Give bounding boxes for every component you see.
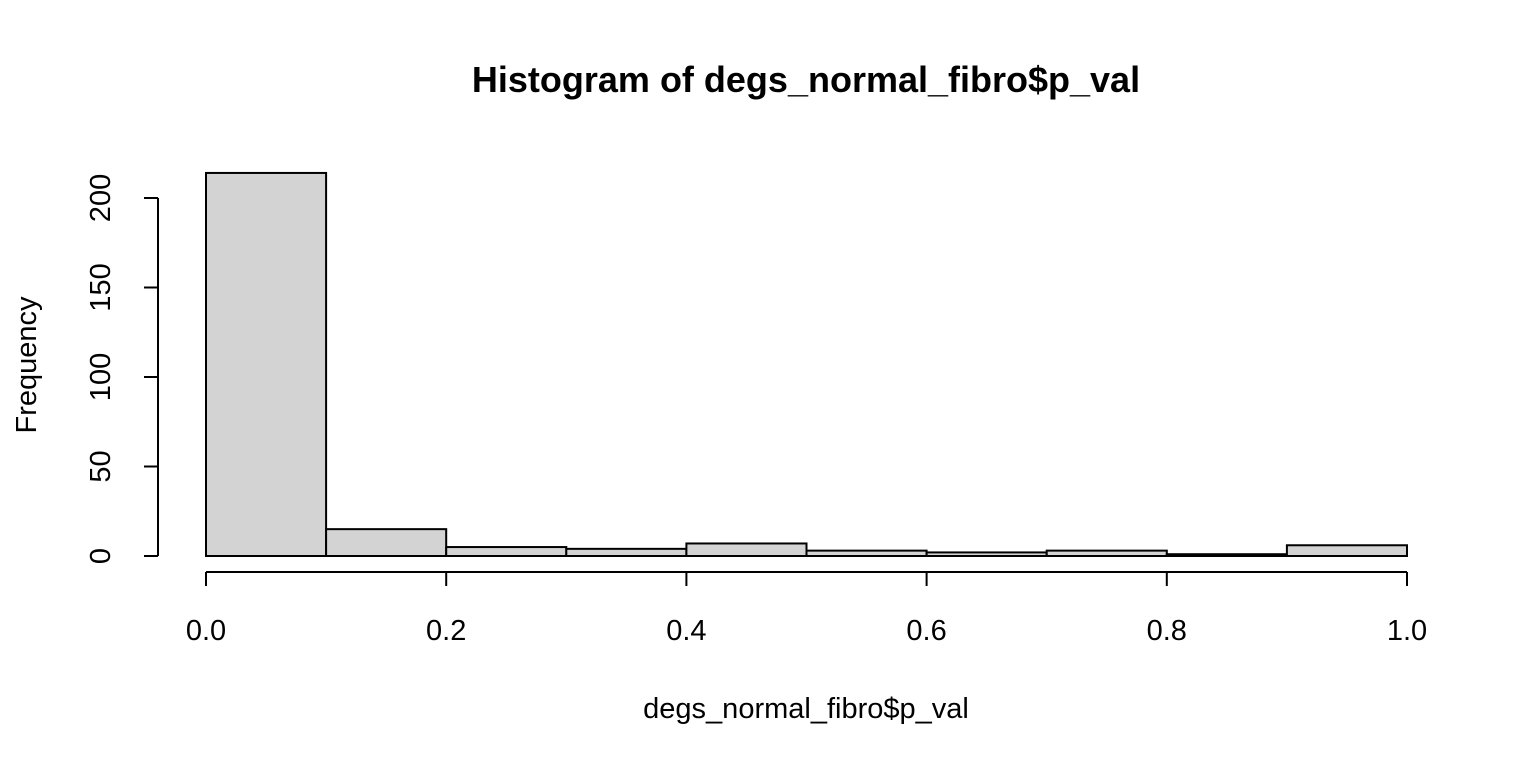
histogram-bar-3	[565, 547, 688, 558]
histogram-bar-1	[325, 528, 448, 558]
histogram-bar-4	[685, 542, 808, 557]
y-tick-label-4: 200	[85, 174, 117, 222]
y-tick-label-3: 150	[85, 263, 117, 311]
histogram-bar-7	[1045, 549, 1168, 558]
x-tick-label-4: 0.8	[1147, 615, 1187, 647]
y-axis: 0 50 100 150 200	[85, 174, 159, 564]
histogram-bar-5	[805, 549, 928, 558]
x-tick-label-5: 1.0	[1387, 615, 1427, 647]
histogram-bar-9	[1285, 544, 1409, 558]
x-tick-label-1: 0.2	[426, 615, 466, 647]
chart-title: Histogram of degs_normal_fibro$p_val	[472, 59, 1140, 100]
y-tick-label-1: 50	[85, 450, 117, 482]
y-tick-label-0: 0	[85, 548, 117, 564]
histogram-bar-6	[925, 551, 1048, 557]
x-tick-label-2: 0.4	[666, 615, 706, 647]
histogram-bars	[205, 171, 1409, 558]
y-tick-label-2: 100	[85, 353, 117, 401]
x-tick-label-3: 0.6	[906, 615, 946, 647]
x-axis: 0.0 0.2 0.4 0.6 0.8 1.0	[186, 571, 1427, 647]
histogram-bar-0	[205, 171, 328, 557]
x-tick-label-0: 0.0	[186, 615, 226, 647]
histogram-bar-2	[445, 546, 568, 557]
x-axis-label: degs_normal_fibro$p_val	[643, 693, 969, 725]
y-axis-label: Frequency	[11, 296, 43, 434]
histogram-bar-8	[1165, 553, 1288, 558]
